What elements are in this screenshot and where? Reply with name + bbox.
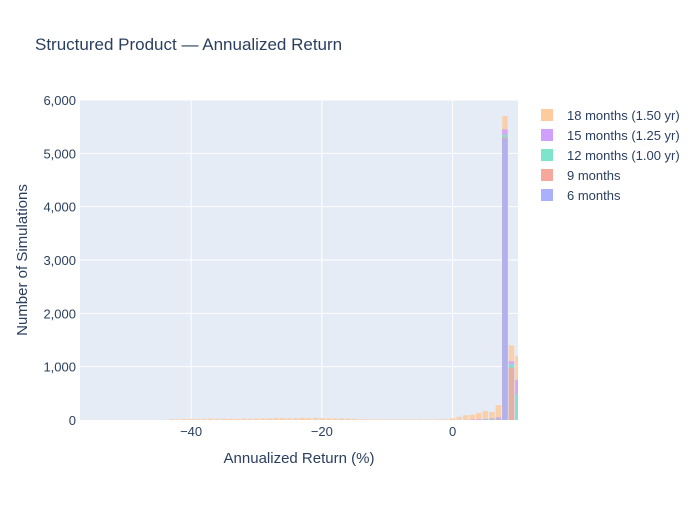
histogram-bar[interactable] — [449, 418, 456, 420]
legend-label: 15 months (1.25 yr) — [567, 128, 680, 143]
histogram-bar[interactable] — [476, 419, 482, 420]
x-axis-ticks: −40 −20 0 — [180, 424, 456, 439]
histogram-bar[interactable] — [194, 418, 201, 420]
histogram-bar[interactable] — [221, 418, 227, 420]
legend[interactable]: 18 months (1.50 yr) 15 months (1.25 yr) 12… — [541, 108, 680, 203]
histogram-bar[interactable] — [345, 418, 351, 420]
y-tick-label: 0 — [69, 413, 76, 428]
histogram-bar[interactable] — [338, 418, 345, 420]
histogram-bar[interactable] — [247, 418, 253, 420]
histogram-bar[interactable] — [371, 419, 377, 420]
grid-lines — [80, 99, 518, 420]
y-tick-label: 5,000 — [43, 146, 76, 161]
histogram-bar[interactable] — [227, 418, 234, 420]
series-4 — [495, 138, 508, 420]
histogram-bar[interactable] — [443, 419, 449, 420]
bars-layer — [168, 116, 518, 421]
y-tick-label: 2,000 — [43, 306, 76, 321]
histogram-bar[interactable] — [384, 419, 391, 420]
legend-item[interactable]: 18 months (1.50 yr) — [541, 108, 680, 123]
y-tick-label: 4,000 — [43, 200, 76, 215]
legend-label: 18 months (1.50 yr) — [567, 108, 680, 123]
histogram-bar[interactable] — [234, 418, 240, 420]
histogram-bar[interactable] — [391, 419, 397, 420]
histogram-bar[interactable] — [273, 418, 279, 420]
histogram-bar[interactable] — [469, 414, 476, 420]
histogram-bar[interactable] — [410, 419, 417, 420]
y-tick-label: 6,000 — [43, 93, 76, 108]
histogram-bar[interactable] — [175, 419, 181, 420]
histogram-bar[interactable] — [476, 413, 482, 420]
histogram-bar[interactable] — [266, 418, 273, 420]
histogram-bar[interactable] — [404, 419, 410, 420]
histogram-bar[interactable] — [430, 419, 436, 420]
histogram-bar[interactable] — [188, 418, 194, 420]
histogram-bar[interactable] — [489, 412, 495, 420]
histogram-bar[interactable] — [279, 418, 286, 420]
legend-item[interactable]: 9 months — [541, 168, 621, 183]
histogram-bar[interactable] — [325, 418, 332, 420]
histogram-bar[interactable] — [417, 419, 423, 420]
histogram-bar[interactable] — [423, 419, 430, 420]
y-axis-ticks: 0 1,000 2,000 3,000 4,000 5,000 6,000 — [43, 93, 76, 428]
y-axis-label: Number of Simulations — [14, 184, 31, 336]
histogram-bar[interactable] — [319, 418, 325, 420]
chart-title: Structured Product — Annualized Return — [35, 35, 342, 54]
legend-swatch — [541, 169, 553, 181]
histogram-bar[interactable] — [515, 394, 518, 420]
histogram-bar[interactable] — [214, 418, 221, 420]
histogram-bar[interactable] — [469, 419, 476, 420]
histogram-bar[interactable] — [436, 419, 443, 420]
histogram-bar[interactable] — [168, 419, 175, 420]
legend-item[interactable]: 6 months — [541, 188, 621, 203]
y-tick-label: 1,000 — [43, 360, 76, 375]
histogram-bar[interactable] — [299, 417, 306, 420]
histogram-bar[interactable] — [312, 417, 319, 420]
histogram-bar[interactable] — [207, 418, 214, 420]
histogram-bar[interactable] — [489, 419, 495, 420]
histogram-bar[interactable] — [286, 418, 292, 420]
legend-item[interactable]: 12 months (1.00 yr) — [541, 148, 680, 163]
legend-item[interactable]: 15 months (1.25 yr) — [541, 128, 680, 143]
legend-swatch — [541, 129, 553, 141]
histogram-bar[interactable] — [181, 418, 188, 420]
legend-label: 12 months (1.00 yr) — [567, 148, 680, 163]
legend-swatch — [541, 149, 553, 161]
histogram-bar[interactable] — [495, 405, 502, 420]
histogram-bar[interactable] — [240, 418, 247, 420]
histogram-bar[interactable] — [292, 418, 299, 420]
histogram-bar[interactable] — [306, 418, 312, 420]
x-axis-label: Annualized Return (%) — [224, 450, 375, 467]
histogram-bar[interactable] — [508, 367, 515, 420]
legend-label: 9 months — [567, 168, 621, 183]
histogram-bar[interactable] — [456, 416, 462, 420]
legend-swatch — [541, 109, 553, 121]
histogram-bar[interactable] — [397, 419, 404, 420]
x-tick-label: 0 — [449, 424, 456, 439]
histogram-bar[interactable] — [364, 419, 371, 420]
histogram-bar[interactable] — [377, 419, 384, 420]
y-tick-label: 3,000 — [43, 253, 76, 268]
x-tick-label: −40 — [180, 424, 202, 439]
legend-label: 6 months — [567, 188, 621, 203]
histogram-bar[interactable] — [358, 419, 364, 420]
histogram-bar[interactable] — [495, 419, 502, 420]
x-tick-label: −20 — [311, 424, 333, 439]
histogram-bar[interactable] — [462, 415, 469, 420]
histogram-bar[interactable] — [482, 410, 489, 420]
histogram-bar[interactable] — [502, 138, 508, 420]
histogram-bar[interactable] — [332, 418, 338, 420]
histogram-bar[interactable] — [351, 418, 358, 420]
legend-swatch — [541, 189, 553, 201]
histogram-bar[interactable] — [260, 418, 266, 420]
histogram-bar[interactable] — [201, 418, 207, 420]
histogram-bar[interactable] — [253, 418, 260, 420]
histogram-bar[interactable] — [482, 419, 489, 420]
